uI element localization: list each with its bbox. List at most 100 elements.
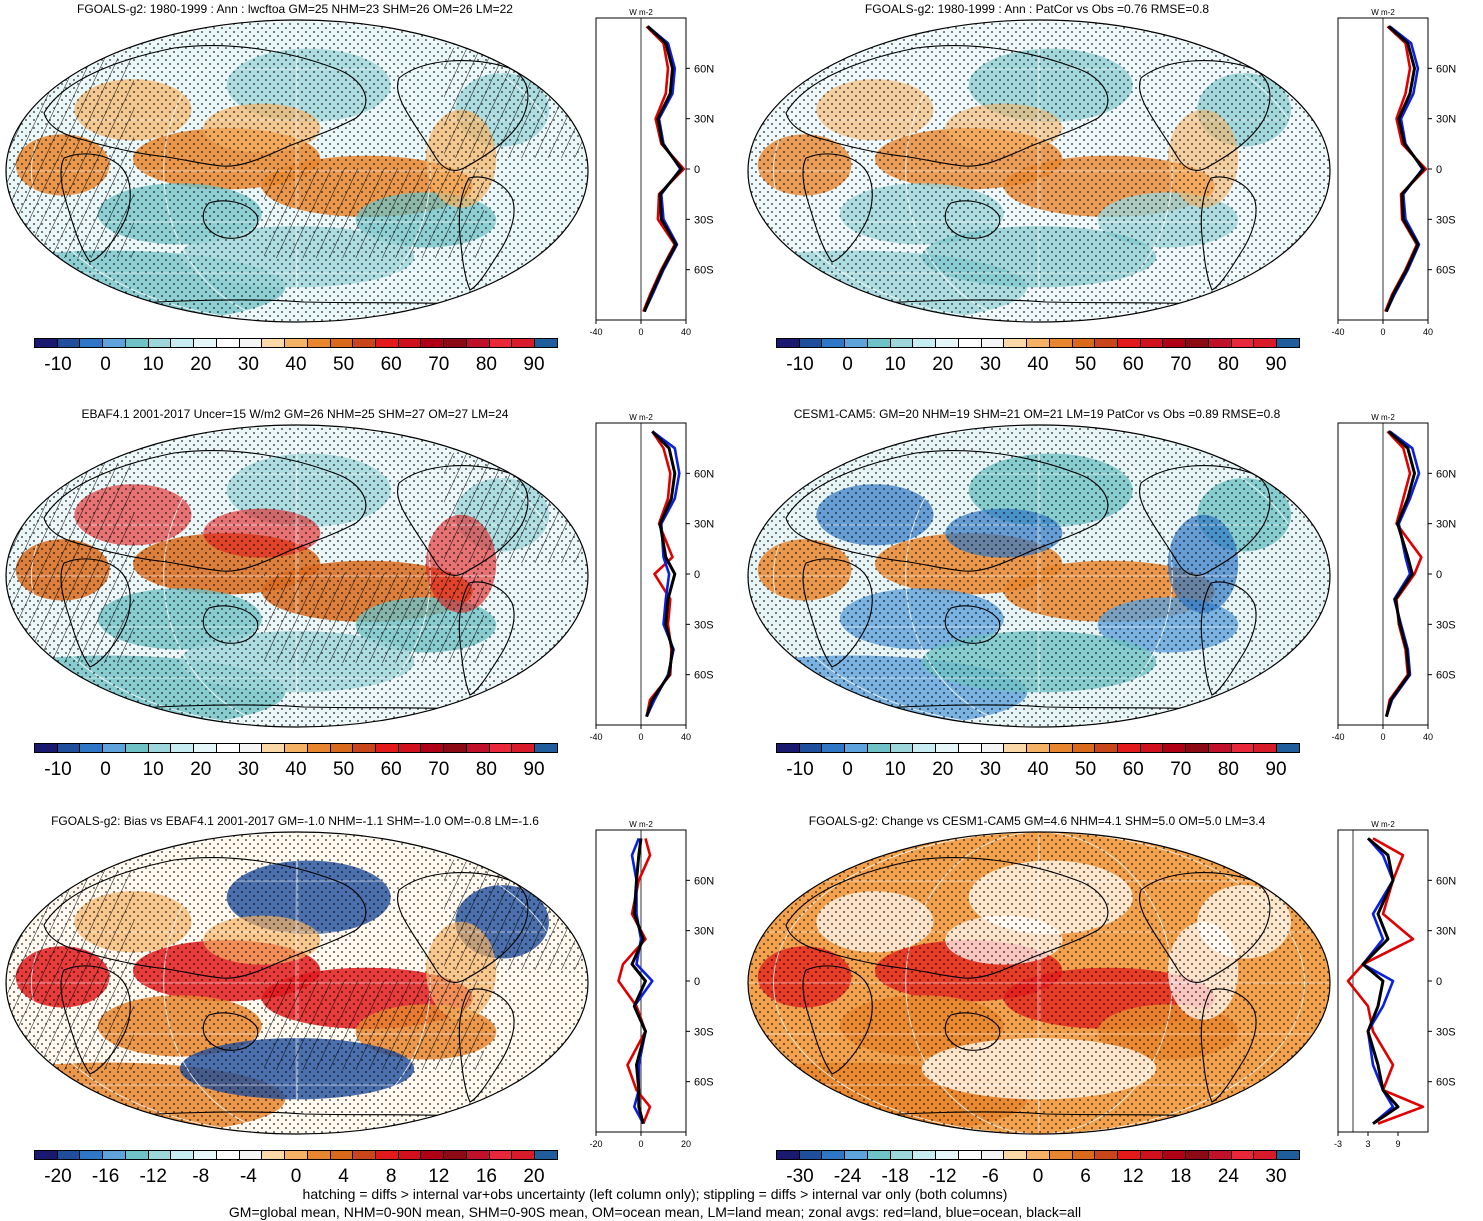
colorbar-swatch [1049,339,1073,347]
zonal-x-tick-label: 3 [1365,1139,1370,1149]
colorbar-tick-label: 50 [333,759,355,780]
colorbar-swatch [421,1151,445,1159]
colorbar-tick-label: 70 [428,759,450,780]
colorbar-swatch [981,744,1005,752]
colorbar-tick-label: 20 [523,1166,545,1187]
panel-patcor-model: FGOALS-g2: 1980-1999 : Ann : PatCor vs O… [742,0,1482,405]
colorbar-swatch [1095,339,1119,347]
colorbar-swatch [285,744,308,752]
colorbar-swatch [35,744,58,752]
panel-title: FGOALS-g2: Bias vs EBAF4.1 2001-2017 GM=… [51,814,539,828]
zonal-lat-label: 60N [694,875,714,887]
zonal-x-tick-label: 40 [681,732,691,742]
zonal-lat-label: 60N [1436,468,1456,480]
robinson-map [747,424,1331,728]
colorbar-swatch [353,744,377,752]
zonal-x-tick-label: -20 [590,1139,603,1149]
colorbar-swatches [776,338,1300,348]
zonal-mean-plot: W m-2 60N 30N 0 30S 60S -40 0 40 [1332,409,1482,754]
colorbar-tick-label: -12 [139,1166,167,1187]
colorbar: -10 0 10 20 30 40 50 60 70 80 90 [34,338,558,382]
colorbar-swatch [958,744,982,752]
zonal-unit-label: W m-2 [629,820,653,829]
colorbar-swatch [307,744,331,752]
map [746,423,1332,729]
colorbar-swatch [913,339,937,347]
map [746,18,1332,324]
zonal-mean-plot: W m-2 60N 30N 0 30S 60S -20 0 20 [590,816,740,1161]
zonal-x-tick-label: 40 [1423,327,1433,337]
colorbar-tick-label: 20 [932,759,954,780]
colorbar-swatch [421,339,445,347]
zonal-lat-label: 60N [694,63,714,75]
colorbar-swatch [1072,744,1096,752]
colorbar-swatch [262,1151,286,1159]
colorbar-swatch [1231,339,1255,347]
zonal-lat-label: 0 [1436,164,1442,176]
colorbar-swatch [1072,1151,1096,1159]
colorbar-swatch [799,339,823,347]
colorbar-swatch [1277,1151,1299,1159]
zonal-unit-label: W m-2 [629,8,653,17]
colorbar-swatch [171,1151,195,1159]
colorbar-swatch [512,744,536,752]
colorbar-tick-label: -12 [929,1166,957,1187]
colorbar-tick-label: -8 [192,1166,210,1187]
zonal-mean-plot: W m-2 60N 30N 0 30S 60S -40 0 40 [590,409,740,754]
zonal-unit-label: W m-2 [1371,8,1395,17]
colorbar-swatch [1004,1151,1028,1159]
colorbar-swatch [913,744,937,752]
zonal-lat-label: 30N [694,519,714,531]
colorbar-swatches [776,743,1300,753]
colorbar-tick-label: -24 [833,1166,862,1187]
colorbar-tick-label: 70 [1170,354,1192,375]
zonal-series-all [630,838,647,1124]
colorbar-tick-label: 4 [338,1166,349,1187]
zonal-lat-label: 60S [694,1077,714,1089]
colorbar-swatch [125,744,149,752]
colorbar-tick-label: -16 [91,1166,120,1187]
colorbar-swatch [1118,744,1141,752]
colorbar-swatch [535,339,557,347]
zonal-lat-label: 0 [694,569,700,581]
zonal-mean-plot: W m-2 60N 30N 0 30S 60S -3 3 9 [1332,816,1482,1161]
zonal-lat-label: 60S [1436,265,1456,277]
colorbar-swatch [1277,339,1299,347]
colorbar-swatch [1118,1151,1141,1159]
robinson-map [5,19,589,323]
zonal-x-tick-label: -3 [1334,1139,1342,1149]
colorbar-swatch [799,1151,823,1159]
colorbar-swatch [845,1151,868,1159]
zonal-lat-label: 0 [694,164,700,176]
colorbar-swatch [398,744,422,752]
colorbar-tick-label: 30 [1265,1166,1287,1187]
colorbar-swatch [1186,339,1209,347]
zonal-mean-plot: W m-2 60N 30N 0 30S 60S -40 0 40 [1332,4,1482,349]
colorbar-swatch [239,1151,263,1159]
colorbar-swatch [125,1151,149,1159]
zonal-x-tick-label: -40 [1332,327,1345,337]
colorbar-swatch [890,1151,914,1159]
colorbar-tick-label: 70 [428,354,450,375]
colorbar-swatch [103,1151,126,1159]
colorbar-swatch [822,339,846,347]
colorbar-swatch [1208,744,1232,752]
zonal-lat-label: 60S [694,265,714,277]
colorbar-swatch [330,1151,354,1159]
colorbar-swatch [512,339,536,347]
colorbar: -10 0 10 20 30 40 50 60 70 80 90 [776,338,1300,382]
colorbar-tick-label: 80 [1217,354,1239,375]
colorbar-swatch [845,339,868,347]
zonal-lat-label: 60S [1436,670,1456,682]
colorbar-tick-label: 40 [285,759,307,780]
colorbar-swatch [1004,339,1028,347]
colorbar-tick-label: 90 [1265,354,1287,375]
colorbar-swatch [958,1151,982,1159]
colorbar-swatch [1095,744,1119,752]
colorbar-swatch [353,339,377,347]
colorbar-swatch [466,1151,490,1159]
colorbar-swatch [1049,1151,1073,1159]
colorbar-swatch [1027,744,1050,752]
zonal-lat-label: 30S [694,1026,714,1038]
panel-title: FGOALS-g2: Change vs CESM1-CAM5 GM=4.6 N… [808,814,1266,828]
